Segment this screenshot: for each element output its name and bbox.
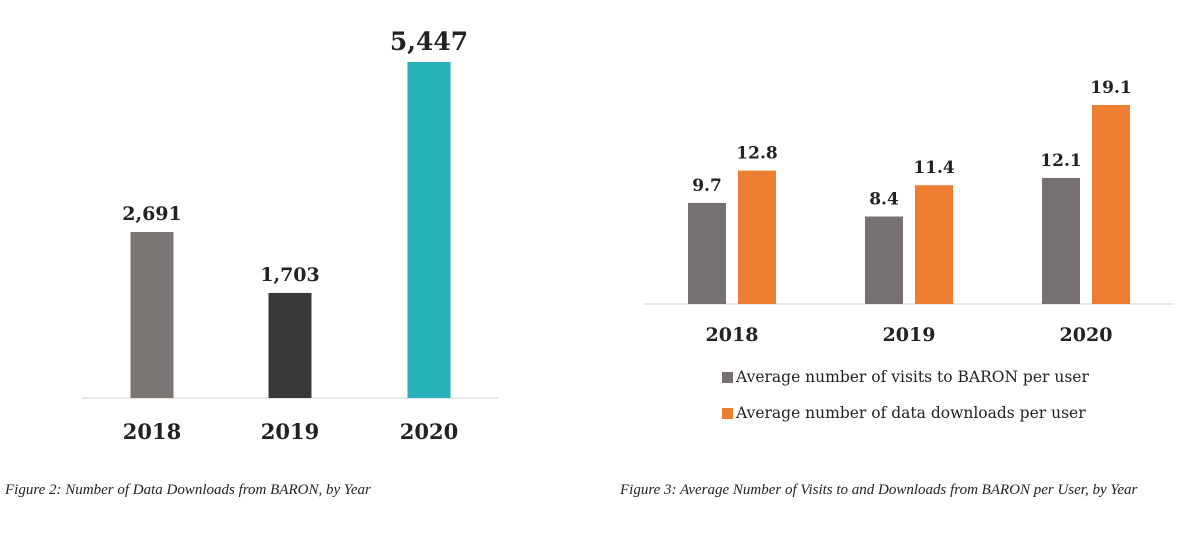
bar-2018 — [130, 232, 174, 398]
category-label-2018: 2018 — [123, 419, 181, 444]
legend-item-visits: Average number of visits to BARON per us… — [722, 368, 1089, 386]
figure-2-caption: Figure 2: Number of Data Downloads from … — [5, 482, 371, 498]
legend-swatch-downloads — [722, 407, 733, 419]
legend-swatch-visits — [722, 371, 733, 383]
bar-2019 — [268, 292, 312, 398]
value-label-downloads-2018: 12.8 — [736, 144, 777, 164]
value-label-visits-2020: 12.1 — [1040, 151, 1081, 171]
legend-label-visits: Average number of visits to BARON per us… — [736, 368, 1089, 386]
value-label-visits-2018: 9.7 — [692, 176, 722, 196]
category-label-2020: 2020 — [400, 419, 458, 444]
legend-item-downloads: Average number of data downloads per use… — [722, 404, 1086, 422]
category-label-2018: 2018 — [706, 324, 759, 346]
value-label-2019: 1,703 — [260, 264, 320, 286]
avg-visits-downloads-chart: 9.7 12.8 2018 8.4 11.4 2019 12.1 19.1 2020 — [644, 78, 1174, 346]
bar-visits-2018 — [688, 202, 726, 304]
downloads-by-year-chart: 2,691 2018 1,703 2019 5,447 2020 — [82, 27, 498, 444]
category-label-2020: 2020 — [1060, 324, 1113, 346]
legend-label-downloads: Average number of data downloads per use… — [736, 404, 1086, 422]
bar-downloads-2018 — [738, 170, 776, 304]
value-label-2020: 5,447 — [390, 27, 468, 56]
figure-3-caption: Figure 3: Average Number of Visits to an… — [620, 482, 1138, 498]
bar-visits-2019 — [865, 216, 903, 304]
bar-2020 — [407, 62, 451, 398]
value-label-downloads-2019: 11.4 — [913, 158, 955, 178]
bar-downloads-2020 — [1092, 105, 1130, 304]
value-label-visits-2019: 8.4 — [869, 189, 899, 209]
category-label-2019: 2019 — [883, 324, 936, 346]
bar-visits-2020 — [1042, 177, 1080, 304]
bar-downloads-2019 — [915, 185, 953, 304]
value-label-2018: 2,691 — [122, 203, 182, 225]
value-label-downloads-2020: 19.1 — [1090, 78, 1131, 98]
category-label-2019: 2019 — [261, 419, 319, 444]
